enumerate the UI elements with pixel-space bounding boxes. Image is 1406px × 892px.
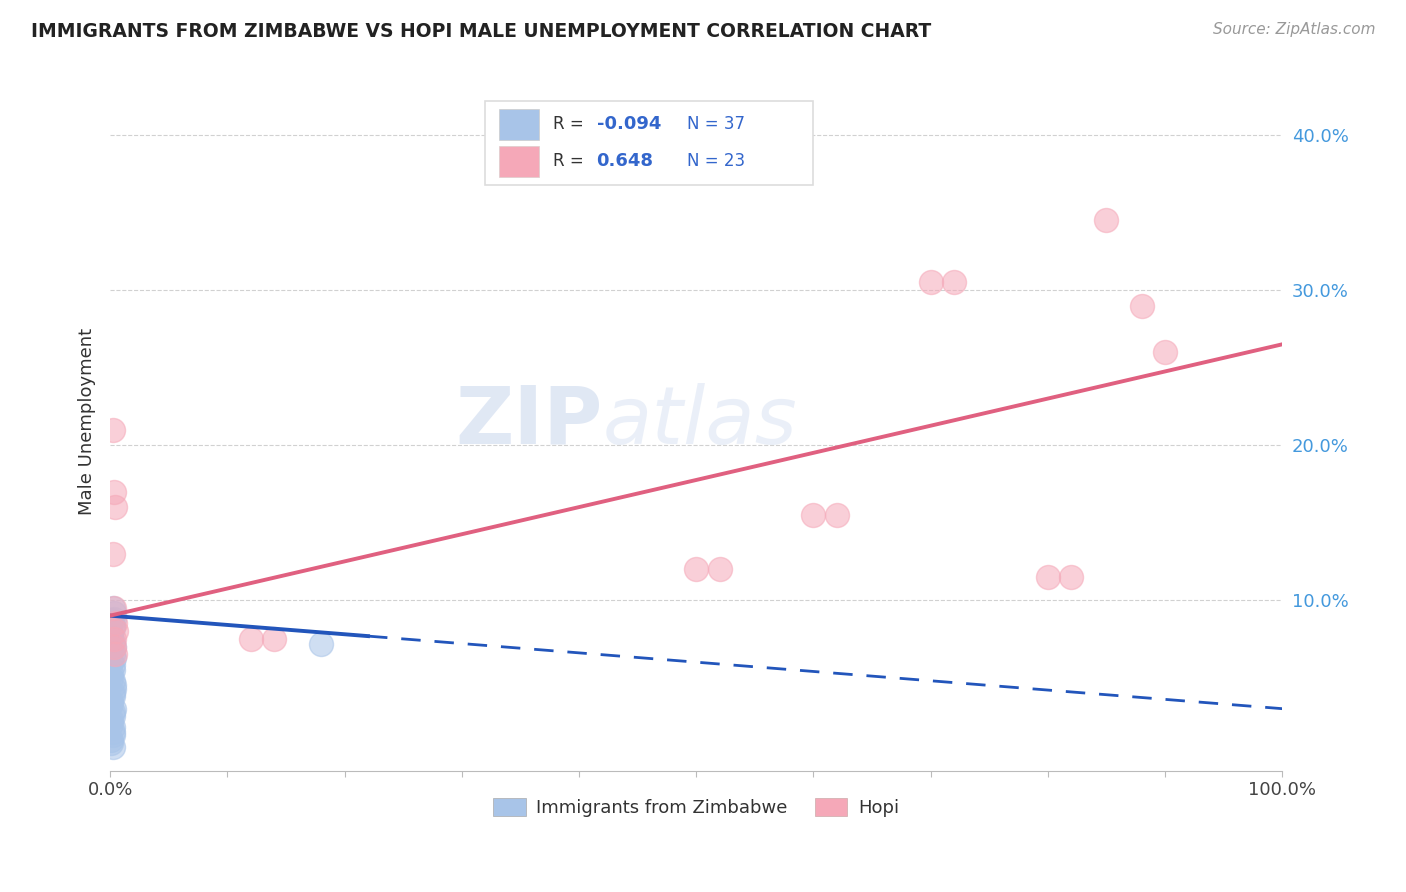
Point [100, 697, 122, 711]
Text: atlas: atlas [602, 383, 797, 461]
Point [104, 648, 127, 662]
Point [104, 500, 127, 515]
Point [825, 508, 848, 522]
Point [101, 709, 124, 723]
Point [100, 732, 122, 747]
Point [685, 562, 707, 576]
Point [101, 720, 124, 734]
FancyBboxPatch shape [485, 101, 814, 185]
Point [103, 640, 125, 654]
Point [1154, 345, 1177, 359]
Text: -0.094: -0.094 [596, 115, 661, 133]
Point [103, 606, 125, 620]
FancyBboxPatch shape [499, 109, 538, 140]
Point [103, 650, 125, 665]
Point [104, 616, 127, 631]
Point [100, 694, 122, 708]
Point [103, 632, 125, 646]
Point [101, 725, 124, 739]
Point [101, 600, 124, 615]
Point [101, 423, 124, 437]
Point [103, 640, 125, 654]
Point [101, 690, 124, 704]
Text: ZIP: ZIP [456, 383, 602, 461]
Point [101, 648, 124, 662]
Text: 0.648: 0.648 [596, 153, 654, 170]
Point [309, 636, 332, 650]
Point [1060, 570, 1083, 584]
Point [103, 600, 125, 615]
Y-axis label: Male Unemployment: Male Unemployment [79, 328, 96, 516]
Point [103, 678, 125, 692]
Point [1036, 570, 1059, 584]
Point [100, 665, 122, 680]
FancyBboxPatch shape [499, 145, 538, 177]
Point [101, 619, 124, 633]
Point [709, 562, 731, 576]
Point [943, 275, 966, 289]
Point [101, 621, 124, 635]
Point [103, 681, 125, 696]
Legend: Immigrants from Zimbabwe, Hopi: Immigrants from Zimbabwe, Hopi [486, 790, 907, 824]
Point [239, 632, 262, 646]
Point [100, 632, 122, 646]
Point [263, 632, 285, 646]
Text: IMMIGRANTS FROM ZIMBABWE VS HOPI MALE UNEMPLOYMENT CORRELATION CHART: IMMIGRANTS FROM ZIMBABWE VS HOPI MALE UN… [31, 22, 931, 41]
Point [100, 717, 122, 731]
Point [100, 627, 122, 641]
Text: R =: R = [553, 153, 589, 170]
Point [101, 658, 124, 673]
Text: N = 37: N = 37 [686, 115, 745, 133]
Point [1095, 213, 1118, 227]
Point [101, 728, 124, 742]
Point [803, 508, 825, 522]
Point [101, 740, 124, 755]
Point [100, 613, 122, 627]
Point [103, 701, 125, 715]
Point [101, 705, 124, 719]
Text: R =: R = [553, 115, 589, 133]
Point [100, 713, 122, 727]
Point [920, 275, 942, 289]
Point [100, 671, 122, 685]
Point [101, 673, 124, 688]
Text: Source: ZipAtlas.com: Source: ZipAtlas.com [1212, 22, 1375, 37]
Point [100, 736, 122, 750]
Point [103, 484, 125, 499]
Point [103, 612, 125, 626]
Point [101, 635, 124, 649]
Point [100, 642, 122, 657]
Point [1130, 299, 1153, 313]
Text: N = 23: N = 23 [686, 153, 745, 170]
Point [105, 624, 128, 639]
Point [100, 655, 122, 669]
Point [101, 686, 124, 700]
Point [101, 663, 124, 677]
Point [101, 547, 124, 561]
